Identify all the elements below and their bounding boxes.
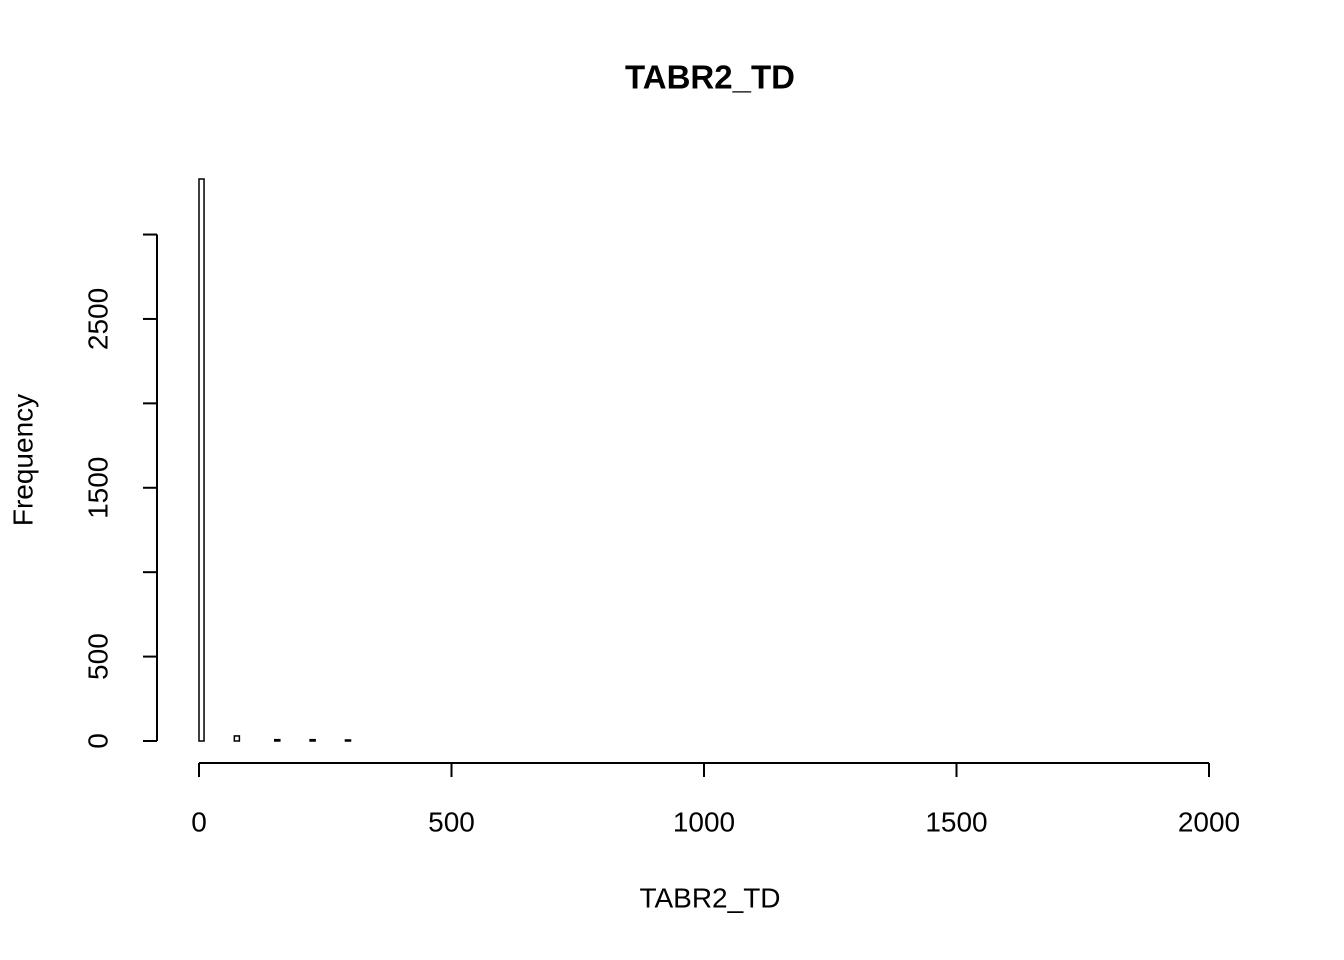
x-tick-label: 500 xyxy=(428,806,475,837)
y-tick-label: 500 xyxy=(82,633,113,680)
bar xyxy=(198,178,205,742)
chart-title: TABR2_TD xyxy=(625,59,795,96)
bar xyxy=(344,739,352,742)
x-tick-label: 0 xyxy=(191,806,207,837)
x-tick-label: 2000 xyxy=(1178,806,1240,837)
x-tick-label: 1000 xyxy=(673,806,735,837)
x-tick-label: 1500 xyxy=(925,806,987,837)
y-axis-title: Frequency xyxy=(7,394,38,526)
y-tick-label: 0 xyxy=(82,733,113,749)
bar xyxy=(309,738,316,742)
y-tick-label: 2500 xyxy=(82,288,113,350)
x-axis-title: TABR2_TD xyxy=(639,882,780,913)
bar xyxy=(233,735,241,742)
bar xyxy=(274,738,281,742)
y-tick-label: 1500 xyxy=(82,457,113,519)
